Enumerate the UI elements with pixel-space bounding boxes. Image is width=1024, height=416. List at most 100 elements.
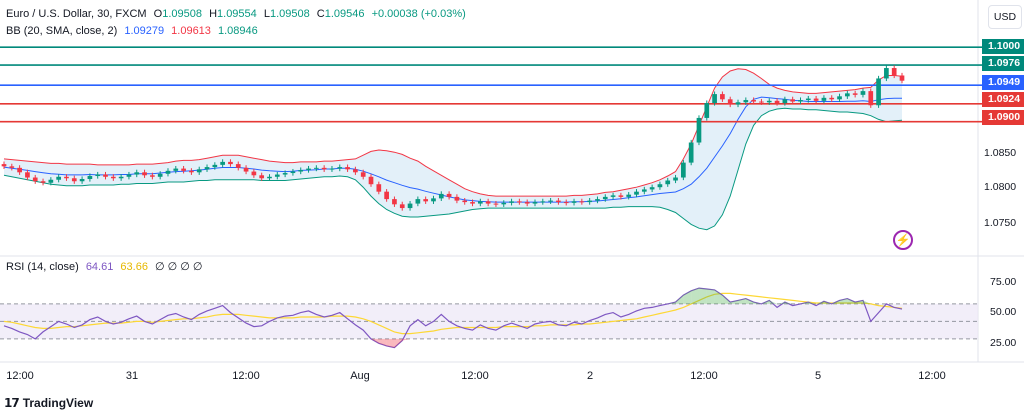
- candle-body: [517, 201, 522, 203]
- candle-body: [282, 173, 288, 175]
- rsi-overbought-fill: [769, 300, 778, 304]
- candle-body: [493, 203, 499, 205]
- candle-body: [321, 167, 327, 170]
- price-tick-2: 1.0800: [984, 181, 1017, 193]
- candle-body: [56, 176, 62, 180]
- candle-body: [64, 176, 69, 179]
- candle-body: [571, 201, 577, 203]
- candle-body: [782, 99, 788, 104]
- candle-body: [251, 171, 257, 176]
- rsi-overbought-fill: [738, 298, 746, 304]
- candle-body: [844, 93, 850, 97]
- symbol-legend: Euro / U.S. Dollar, 30, FXCM O1.09508 H1…: [6, 8, 470, 20]
- candle-body: [368, 176, 374, 185]
- rsi-overbought-fill: [816, 301, 824, 304]
- candle-body: [485, 201, 491, 204]
- rsi-overbought-fill: [823, 301, 832, 304]
- candle-body: [306, 168, 311, 171]
- candle-body: [9, 166, 15, 168]
- candle-body: [751, 100, 756, 102]
- candle-body: [477, 201, 483, 204]
- candle-body: [712, 94, 717, 104]
- rsi-overbought-fill: [800, 302, 809, 304]
- time-label-1: 12:00: [6, 370, 34, 382]
- candle-body: [118, 176, 124, 179]
- candle-body: [696, 117, 702, 143]
- currency-button[interactable]: USD: [988, 5, 1022, 29]
- candle-body: [399, 204, 405, 209]
- candle-body: [110, 176, 116, 179]
- rsi-overbought-fill: [777, 302, 785, 304]
- rsi-overbought-fill: [675, 295, 684, 304]
- candle-body: [329, 168, 335, 170]
- rsi-overbought-fill: [691, 288, 699, 304]
- bb-lower-value: 1.08946: [217, 25, 258, 37]
- bb-fill: [4, 68, 902, 230]
- rsi-overbought-fill: [745, 298, 754, 304]
- candle-body: [766, 100, 772, 103]
- candle-body: [837, 96, 842, 100]
- candle-body: [891, 68, 897, 76]
- low-value: 1.09508: [269, 8, 310, 20]
- level-tag-1: 1.1000: [982, 39, 1024, 54]
- rsi-oversold-fill: [402, 338, 411, 341]
- rsi-overbought-fill: [753, 302, 762, 304]
- candle-body: [353, 169, 358, 173]
- time-label-9: 12:00: [918, 370, 946, 382]
- candle-body: [87, 176, 93, 180]
- candle-body: [868, 91, 874, 106]
- candle-body: [392, 199, 397, 205]
- tv-logo-icon: 𝟭𝟳: [4, 396, 20, 410]
- rsi-overbought-fill: [722, 295, 731, 304]
- candle-body: [189, 170, 194, 173]
- candle-body: [649, 187, 655, 190]
- candle-body: [165, 170, 171, 174]
- candle-body: [415, 199, 421, 204]
- symbol-name: Euro / U.S. Dollar, 30, FXCM: [6, 8, 147, 20]
- candle-body: [548, 200, 553, 202]
- open-value: 1.09508: [162, 8, 202, 20]
- candle-body: [641, 189, 647, 192]
- rsi-line: [3, 287, 903, 349]
- candle-body: [314, 167, 319, 169]
- high-value: 1.09554: [217, 8, 257, 20]
- time-label-5: 12:00: [461, 370, 489, 382]
- candle-body: [899, 75, 905, 81]
- candle-body: [423, 199, 429, 202]
- candle-body: [774, 100, 780, 104]
- candle-body: [743, 100, 749, 103]
- time-label-3: 12:00: [232, 370, 260, 382]
- candle-body: [431, 198, 436, 202]
- candle-body: [790, 99, 796, 102]
- candle-body: [173, 168, 179, 171]
- time-label-7: 12:00: [690, 370, 718, 382]
- candle-body: [126, 174, 132, 177]
- candle-body: [235, 164, 241, 168]
- candle-body: [798, 100, 803, 102]
- candle-body: [665, 180, 671, 185]
- candle-body: [360, 172, 366, 177]
- change-value: +0.00038 (+0.03%): [371, 8, 466, 20]
- candle-body: [860, 91, 866, 95]
- bb-lower-line: [3, 107, 903, 231]
- candle-body: [657, 184, 663, 188]
- candle-body: [103, 174, 108, 177]
- candle-body: [501, 202, 507, 205]
- candle-body: [17, 167, 22, 173]
- time-label-2: 31: [125, 370, 139, 382]
- candle-body: [563, 202, 569, 204]
- candle-body: [337, 167, 343, 169]
- rsi-overbought-fill: [808, 302, 817, 304]
- close-value: 1.09546: [324, 8, 365, 20]
- candle-body: [805, 98, 811, 101]
- bb-basis-value: 1.09279: [124, 25, 165, 37]
- candle-body: [345, 167, 350, 170]
- candle-body: [228, 161, 233, 165]
- lightning-alert-icon[interactable]: ⚡: [893, 230, 913, 250]
- level-tag-3: 1.0949: [982, 75, 1024, 90]
- candle-body: [462, 200, 468, 203]
- candle-body: [134, 172, 140, 175]
- candle-body: [884, 68, 889, 79]
- candle-body: [470, 202, 475, 204]
